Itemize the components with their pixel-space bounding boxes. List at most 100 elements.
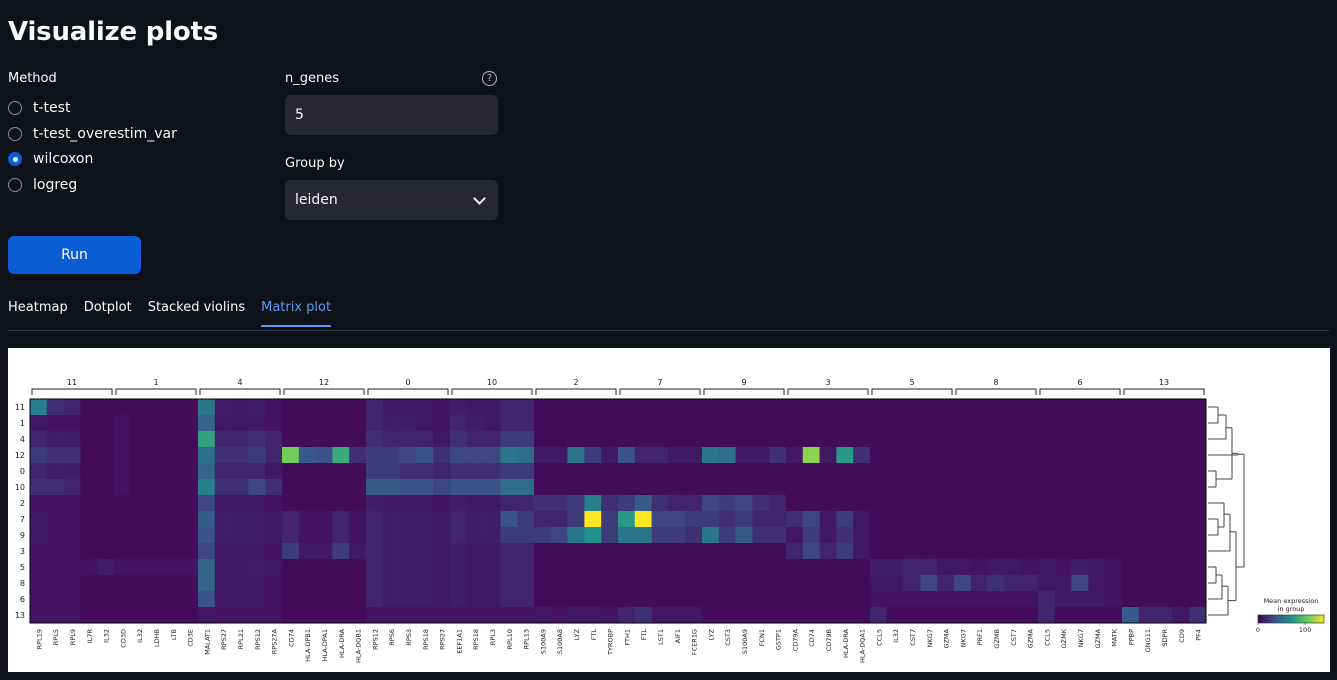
heatmap-cell [1004, 511, 1022, 528]
heatmap-cell [987, 415, 1005, 432]
heatmap-cell [634, 559, 652, 576]
heatmap-cell [668, 463, 686, 480]
heatmap-cell [685, 591, 703, 608]
heatmap-cell [382, 591, 400, 608]
heatmap-cell [1088, 607, 1106, 624]
heatmap-cell [63, 527, 81, 544]
heatmap-cell [802, 479, 820, 496]
heatmap-cell [853, 527, 871, 544]
radio-circle-icon[interactable] [8, 126, 22, 141]
heatmap-cell [466, 399, 484, 416]
heatmap-cell [298, 479, 316, 496]
gene-label: MATK [1111, 628, 1119, 647]
heatmap-cell [836, 527, 854, 544]
heatmap-cell [248, 431, 266, 448]
heatmap-cell [550, 543, 568, 560]
heatmap-cell [63, 495, 81, 512]
heatmap-cell [970, 543, 988, 560]
run-button[interactable]: Run [8, 236, 141, 274]
tab-matrix-plot[interactable]: Matrix plot [261, 300, 332, 327]
heatmap-cell [886, 399, 904, 416]
heatmap-cell [349, 399, 367, 416]
group-bracket [1039, 388, 1121, 395]
heatmap-cell [399, 559, 417, 576]
radio-circle-icon[interactable] [8, 178, 22, 193]
group-by-select[interactable]: leiden [285, 180, 498, 220]
heatmap-cell [769, 543, 787, 560]
heatmap-cell [651, 527, 669, 544]
heatmap-cell [550, 607, 568, 624]
gene-label: RPS27A [271, 628, 279, 654]
row-label: 4 [20, 435, 25, 444]
heatmap-cell [1155, 511, 1173, 528]
heatmap-cell [685, 527, 703, 544]
heatmap-cell [466, 591, 484, 608]
heatmap-cell [685, 543, 703, 560]
radio-label: logreg [33, 177, 78, 194]
heatmap-cell [315, 591, 333, 608]
tab-stacked-violins[interactable]: Stacked violins [147, 300, 246, 315]
heatmap-cell [1088, 495, 1106, 512]
heatmap-cell [1071, 447, 1089, 464]
gene-label: RPL5 [52, 629, 60, 645]
heatmap-cell [97, 399, 115, 416]
heatmap-cell [685, 479, 703, 496]
heatmap-cell [718, 479, 736, 496]
radio-circle-icon[interactable] [8, 152, 22, 167]
n-genes-input[interactable]: 5 [285, 95, 498, 135]
tab-heatmap[interactable]: Heatmap [8, 300, 68, 315]
row-label: 0 [20, 467, 25, 476]
method-option-t-test-overestim-var[interactable]: t-test_overestim_var [8, 123, 177, 145]
method-option-wilcoxon[interactable]: wilcoxon [8, 148, 93, 170]
heatmap-cell [937, 543, 955, 560]
heatmap-cell [718, 575, 736, 592]
heatmap-cell [164, 463, 182, 480]
heatmap-cell [735, 559, 753, 576]
heatmap-cell [752, 447, 770, 464]
heatmap-cell [450, 607, 468, 624]
heatmap-cell [836, 607, 854, 624]
heatmap-cell [332, 575, 350, 592]
heatmap-cell [1138, 431, 1156, 448]
heatmap-cell [366, 591, 384, 608]
heatmap-cell [399, 463, 417, 480]
heatmap-cell [870, 591, 888, 608]
heatmap-cell [550, 575, 568, 592]
tab-dotplot[interactable]: Dotplot [83, 300, 132, 315]
heatmap-cell [618, 511, 636, 528]
heatmap-cell [718, 527, 736, 544]
heatmap-cell [870, 415, 888, 432]
heatmap-cell [1155, 543, 1173, 560]
heatmap-cell [1105, 607, 1123, 624]
gene-label: RPS12 [254, 629, 262, 650]
heatmap-cell [987, 431, 1005, 448]
heatmap-cell [1122, 575, 1140, 592]
heatmap-cell [248, 591, 266, 608]
heatmap-cell [1105, 527, 1123, 544]
heatmap-cell [668, 575, 686, 592]
heatmap-cell [130, 575, 148, 592]
heatmap-cell [63, 607, 81, 624]
heatmap-cell [1054, 447, 1072, 464]
heatmap-cell [886, 543, 904, 560]
heatmap-cell [853, 559, 871, 576]
heatmap-cell [769, 559, 787, 576]
heatmap-cell [130, 495, 148, 512]
heatmap-cell [769, 447, 787, 464]
heatmap-cell [265, 447, 283, 464]
tab-divider [8, 330, 1329, 331]
heatmap-cell [1038, 431, 1056, 448]
radio-circle-icon[interactable] [8, 101, 22, 115]
heatmap-cell [886, 431, 904, 448]
question-circle-icon[interactable]: ? [482, 71, 497, 86]
heatmap-cell [1088, 463, 1106, 480]
heatmap-cell [416, 591, 434, 608]
method-option-t-test[interactable]: t-test [8, 97, 70, 119]
heatmap-cell [752, 527, 770, 544]
heatmap-cell [466, 495, 484, 512]
heatmap-cell [550, 399, 568, 416]
method-option-logreg[interactable]: logreg [8, 174, 77, 196]
heatmap-cell [702, 527, 720, 544]
colorbar-tick-label: 100 [1299, 626, 1311, 634]
heatmap-cell [114, 495, 132, 512]
